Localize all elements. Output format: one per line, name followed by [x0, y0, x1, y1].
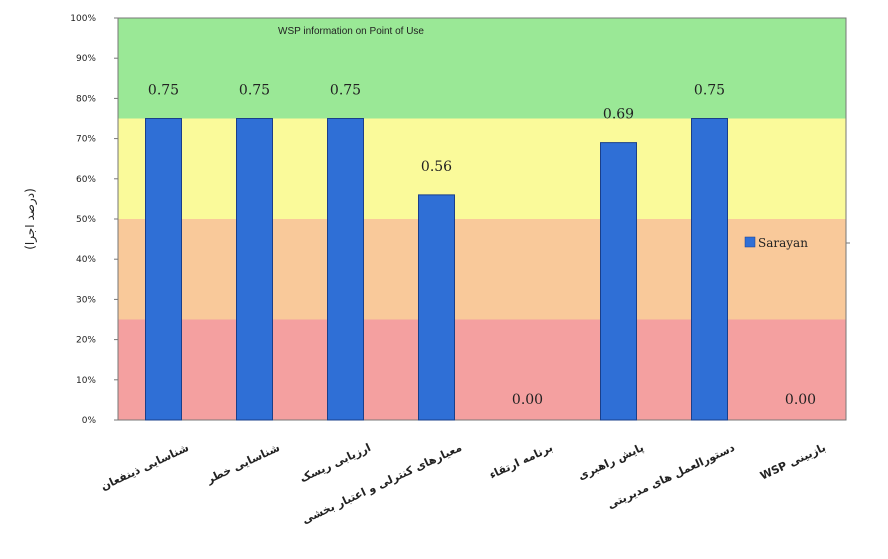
data-label: 0.00	[512, 392, 543, 408]
y-axis-ticks: 0% 10% 20% 30% 40% 50% 60% 70% 80% 90% 100%	[70, 14, 118, 426]
y-tick-label: 60%	[76, 175, 96, 185]
data-label: 0.75	[148, 83, 179, 99]
background-bands	[118, 18, 846, 420]
category-labels: شناسایی ذینفعان شناسایی خطر ارزیابی ریسکمع…	[99, 441, 828, 527]
y-tick-label: 40%	[76, 255, 96, 265]
category-label: معیارهای کنترلی و اعتبار بخشی	[300, 441, 464, 527]
data-label: 0.69	[603, 107, 634, 123]
category-label: WSP بازبینی	[758, 441, 828, 483]
bar	[236, 118, 273, 421]
category-label: شناسایی خطر	[204, 441, 282, 487]
y-tick-label: 90%	[76, 54, 96, 64]
y-tick-label: 70%	[76, 135, 96, 145]
y-tick-label: 50%	[76, 215, 96, 225]
data-label: 0.75	[694, 83, 725, 99]
y-tick-label: 0%	[82, 416, 97, 426]
category-label: پایش راهبری	[576, 441, 646, 483]
y-tick-label: 20%	[76, 336, 96, 346]
category-label: برنامه ارتقاء	[487, 441, 555, 482]
category-label: ارزیابی ریسک	[298, 441, 373, 485]
legend-swatch	[744, 236, 756, 248]
y-tick-label: 10%	[76, 376, 96, 386]
data-label: 0.75	[330, 83, 361, 99]
data-label: 0.75	[239, 83, 270, 99]
chart-banner: WSP information on Point of Use	[278, 26, 424, 37]
bar	[418, 194, 455, 421]
category-label: شناسایی ذینفعان	[99, 441, 191, 493]
bar	[600, 142, 637, 421]
y-tick-label: 30%	[76, 295, 96, 305]
data-label: 0.56	[421, 159, 452, 175]
band-0	[118, 319, 846, 420]
band-1	[118, 219, 846, 320]
bar	[691, 118, 728, 421]
band-2	[118, 118, 846, 219]
bar	[145, 118, 182, 421]
y-axis-label: (درصد اجرا)	[23, 188, 38, 250]
data-label: 0.00	[785, 392, 816, 408]
bar	[327, 118, 364, 421]
band-3	[118, 18, 846, 119]
y-tick-label: 80%	[76, 94, 96, 104]
legend: Sarayan	[744, 236, 850, 250]
data-labels: 0.75 0.75 0.75 0.56 0.00 0.69 0.75 0.00	[148, 83, 816, 408]
legend-label: Sarayan	[758, 236, 808, 250]
y-tick-label: 100%	[70, 14, 96, 24]
bars	[145, 118, 728, 421]
